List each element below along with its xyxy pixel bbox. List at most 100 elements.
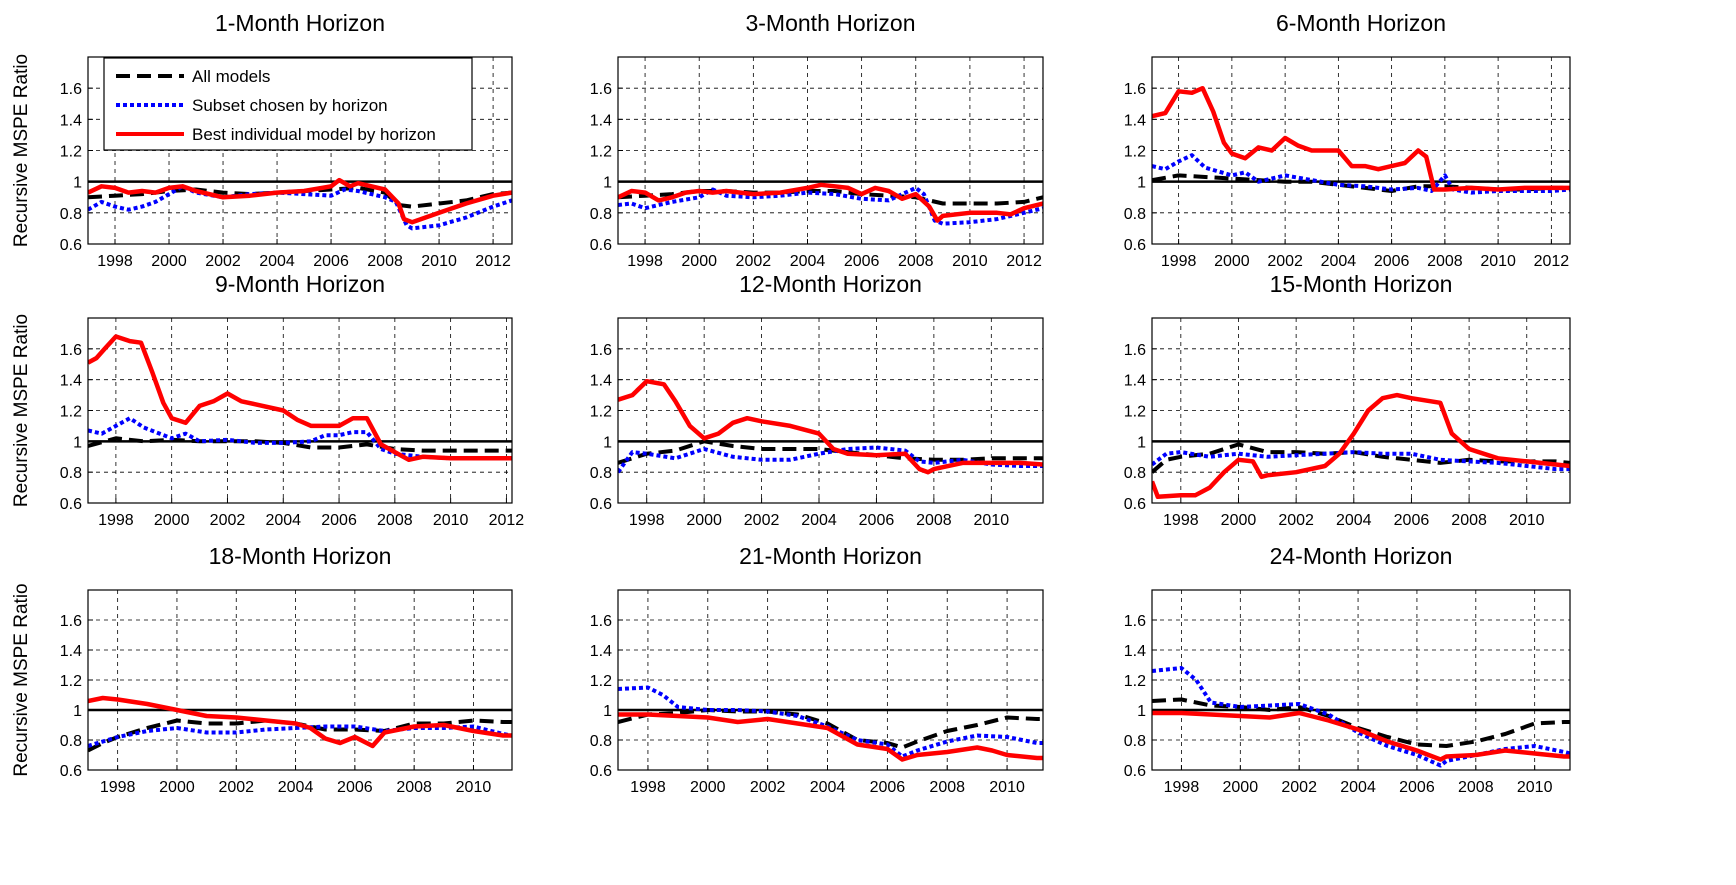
- y-tick-label: 1.4: [60, 643, 82, 660]
- y-tick-label: 1.2: [1124, 144, 1146, 161]
- y-tick-label: 0.6: [60, 496, 82, 513]
- y-tick-label: 0.6: [1124, 496, 1146, 513]
- x-tick-label: 2000: [1223, 779, 1259, 796]
- axes-frame: [1151, 317, 1571, 504]
- y-tick-label: 1.6: [590, 613, 612, 630]
- x-tick-label: 2002: [1278, 512, 1314, 529]
- x-tick-label: 1998: [97, 253, 133, 270]
- x-tick-label: 2002: [218, 779, 254, 796]
- y-tick-label: 1.4: [590, 373, 612, 390]
- x-tick-label: 2006: [1399, 779, 1435, 796]
- axes-frame: [617, 589, 1044, 771]
- x-tick-label: 2010: [952, 253, 988, 270]
- series-line-best: [618, 378, 1043, 475]
- series-line-subset: [1152, 450, 1570, 472]
- x-tick-label: 2004: [259, 253, 295, 270]
- y-tick-label: 1.4: [1124, 373, 1146, 390]
- series-group: [88, 695, 512, 753]
- x-tick-label: 2006: [844, 253, 880, 270]
- x-tick-label: 2006: [321, 512, 357, 529]
- panel-title: 15-Month Horizon: [1270, 271, 1453, 297]
- panel-7: 18-Month Horizon 1998 2000 2002 2004 2006 2008…: [60, 543, 513, 796]
- panel-8: 21-Month Horizon 1998 2000 2002 2004 2006 2008…: [590, 543, 1044, 796]
- x-tick-label: 2008: [1458, 779, 1494, 796]
- y-axis-label: Recursive MSPE Ratio: [11, 54, 32, 247]
- x-tick-label: 2002: [210, 512, 246, 529]
- y-tick-label: 0.8: [1124, 733, 1146, 750]
- y-tick-label: 1.6: [590, 81, 612, 98]
- x-tick-label: 2010: [433, 512, 469, 529]
- x-tick-label: 2012: [1534, 253, 1570, 270]
- y-tick-label: 0.8: [60, 206, 82, 223]
- x-tick-label: 1998: [629, 512, 665, 529]
- panel-title: 18-Month Horizon: [209, 543, 392, 569]
- y-tick-label: 1.6: [60, 81, 82, 98]
- y-tick-label: 1.2: [60, 404, 82, 421]
- y-axis-label: Recursive MSPE Ratio: [11, 314, 32, 507]
- x-tick-label: 2002: [1281, 779, 1317, 796]
- y-tick-label: 1: [603, 175, 612, 192]
- y-tick-label: 0.8: [60, 465, 82, 482]
- series-group: [1152, 392, 1570, 500]
- legend-label-subset: Subset chosen by horizon: [192, 96, 388, 115]
- x-tick-label: 2000: [686, 512, 722, 529]
- x-tick-label: 1998: [98, 512, 134, 529]
- y-tick-label: 1.4: [1124, 112, 1146, 129]
- x-tick-label: 2002: [1267, 253, 1303, 270]
- x-tick-label: 2010: [974, 512, 1010, 529]
- series-group: [618, 685, 1043, 762]
- x-tick-label: 2010: [1480, 253, 1516, 270]
- y-tick-label: 0.8: [590, 733, 612, 750]
- series-line-subset: [88, 416, 512, 461]
- panel-4: 9-Month Horizon 1998 2000 2002 2004 2006 2008 2…: [60, 271, 525, 529]
- y-tick-label: 1: [603, 434, 612, 451]
- y-tick-label: 1.4: [60, 112, 82, 129]
- y-axis-labels: Recursive MSPE Ratio Recursive MSPE Ratio…: [11, 54, 32, 777]
- y-tick-label: 0.8: [1124, 206, 1146, 223]
- x-tick-label: 2004: [790, 253, 826, 270]
- x-tick-label: 2012: [475, 253, 511, 270]
- x-tick-label: 2000: [151, 253, 187, 270]
- y-tick-label: 1: [73, 434, 82, 451]
- y-tick-label: 1.2: [1124, 404, 1146, 421]
- y-tick-label: 1.6: [1124, 81, 1146, 98]
- x-tick-label: 2006: [859, 512, 895, 529]
- x-tick-label: 2008: [377, 512, 413, 529]
- x-tick-label: 1998: [1164, 779, 1200, 796]
- y-tick-label: 0.6: [1124, 763, 1146, 780]
- x-tick-label: 2008: [916, 512, 952, 529]
- x-tick-label: 2000: [1214, 253, 1250, 270]
- series-group: [618, 378, 1043, 475]
- y-tick-label: 0.6: [60, 763, 82, 780]
- x-tick-label: 1998: [1161, 253, 1197, 270]
- x-tick-label: 2004: [1340, 779, 1376, 796]
- series-line-best: [1152, 710, 1570, 762]
- y-tick-label: 0.6: [590, 237, 612, 254]
- y-tick-label: 1.4: [1124, 643, 1146, 660]
- x-tick-label: 1998: [1163, 512, 1199, 529]
- x-tick-label: 2004: [265, 512, 301, 529]
- axes-frame: [1151, 589, 1571, 771]
- panel-5: 12-Month Horizon 1998 2000 2002 2004 2006 2008…: [590, 271, 1044, 529]
- y-tick-label: 0.6: [60, 237, 82, 254]
- x-tick-label: 1998: [630, 779, 666, 796]
- series-line-best: [618, 712, 1043, 762]
- y-tick-label: 1.4: [60, 373, 82, 390]
- y-tick-label: 1.2: [1124, 673, 1146, 690]
- y-tick-label: 1: [73, 175, 82, 192]
- y-tick-label: 0.6: [590, 496, 612, 513]
- x-tick-label: 2010: [989, 779, 1025, 796]
- series-line-subset: [618, 185, 1043, 226]
- x-tick-label: 2008: [396, 779, 432, 796]
- x-tick-label: 2004: [1336, 512, 1372, 529]
- x-tick-label: 2008: [898, 253, 934, 270]
- x-tick-label: 1998: [100, 779, 136, 796]
- x-tick-label: 1998: [627, 253, 663, 270]
- y-tick-label: 1.4: [590, 112, 612, 129]
- panel-title: 12-Month Horizon: [739, 271, 922, 297]
- series-line-best: [88, 695, 512, 749]
- y-tick-label: 1: [1137, 703, 1146, 720]
- x-tick-label: 2002: [736, 253, 772, 270]
- x-tick-label: 2010: [456, 779, 492, 796]
